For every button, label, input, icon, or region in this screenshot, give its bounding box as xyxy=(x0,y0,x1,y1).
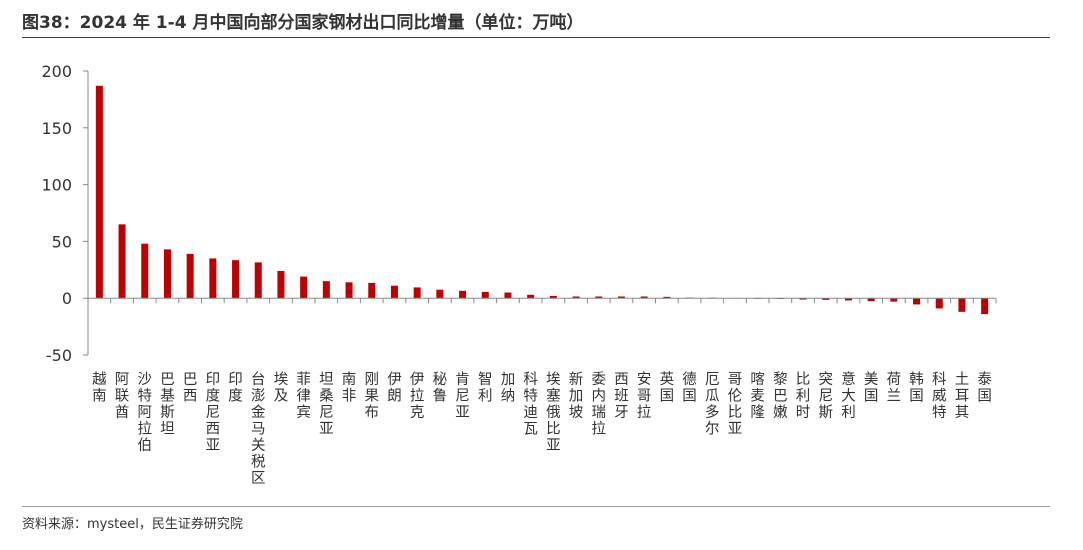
x-tick-label: 科威特 xyxy=(932,371,947,421)
bar xyxy=(867,298,875,302)
x-tick-label: 巴西 xyxy=(183,372,198,405)
bar xyxy=(436,289,444,299)
bar xyxy=(844,298,852,301)
source-note: 资料来源：mysteel，民生证券研究院 xyxy=(22,517,243,532)
x-tick-label: 西班牙 xyxy=(614,372,629,421)
bar xyxy=(163,249,171,299)
bar xyxy=(913,298,921,305)
x-tick-label: 意大利 xyxy=(841,370,856,421)
x-tick-label: 坦桑尼亚 xyxy=(319,371,334,438)
bar xyxy=(617,296,625,299)
y-tick-label: 100 xyxy=(41,176,72,195)
bars xyxy=(95,85,989,315)
x-tick-label: 泰国 xyxy=(977,371,992,405)
x-tick-label: 土耳其 xyxy=(955,371,970,421)
x-axis xyxy=(87,297,997,304)
bar xyxy=(890,298,898,302)
x-tick-label: 韩国 xyxy=(909,371,924,405)
x-tick-label: 伊拉克 xyxy=(410,371,425,421)
bar xyxy=(958,298,966,312)
x-tick-label: 美国 xyxy=(864,371,879,405)
bar xyxy=(663,296,671,299)
x-tick-label: 秘鲁 xyxy=(433,371,448,405)
y-tick-label: -50 xyxy=(46,346,72,365)
x-tick-label: 南非 xyxy=(342,371,357,405)
bar xyxy=(322,281,330,299)
x-tick-label: 越南 xyxy=(92,371,107,405)
bar xyxy=(186,253,194,299)
x-tick-label: 伊朗 xyxy=(387,371,402,405)
x-tick-label: 智利 xyxy=(478,371,493,405)
bar xyxy=(209,258,217,299)
bar xyxy=(640,296,648,299)
title-divider xyxy=(22,37,1050,38)
y-tick-label: 200 xyxy=(41,62,72,81)
bar xyxy=(459,290,467,299)
x-tick-label: 德国 xyxy=(682,371,697,405)
bar xyxy=(981,298,989,315)
figure-title: 图38：2024 年 1-4 月中国向部分国家钢材出口同比增量（单位：万吨） xyxy=(22,13,584,33)
x-tick-label: 印度尼西亚 xyxy=(206,371,221,454)
y-tick-label: 50 xyxy=(52,232,72,251)
bar xyxy=(141,243,149,299)
x-tick-labels: 越南阿联酋沙特阿拉伯巴基斯坦巴西印度尼西亚印度台澎金马关税区埃及菲律宾坦桑尼亚南… xyxy=(92,370,992,487)
x-tick-label: 菲律宾 xyxy=(296,371,311,421)
bar xyxy=(595,296,603,299)
x-tick-label: 加纳 xyxy=(501,371,516,405)
x-tick-label: 比利时 xyxy=(796,371,811,421)
y-tick-label: 150 xyxy=(41,119,72,138)
bar xyxy=(822,298,830,300)
bar xyxy=(799,298,807,300)
x-tick-label: 哥伦比亚 xyxy=(728,372,743,438)
y-axis: 200 150 100 50 0 -50 xyxy=(41,62,89,365)
bar xyxy=(118,224,126,299)
x-tick-label: 英国 xyxy=(660,370,675,405)
bar xyxy=(300,276,308,299)
x-tick-label: 喀麦隆 xyxy=(750,371,765,421)
x-tick-label: 厄瓜多尔 xyxy=(705,371,720,438)
bar xyxy=(481,291,489,299)
x-tick-label: 荷兰 xyxy=(887,371,902,405)
x-tick-label: 刚果布 xyxy=(365,371,380,421)
bar xyxy=(935,298,943,309)
x-tick-label: 安哥拉 xyxy=(637,371,652,421)
x-tick-label: 印度 xyxy=(228,371,243,405)
bar xyxy=(232,260,240,299)
x-tick-label: 突尼斯 xyxy=(819,371,834,421)
bar xyxy=(254,262,262,299)
bar xyxy=(413,287,421,299)
bar xyxy=(95,85,103,299)
bar xyxy=(504,292,512,299)
y-tick-label: 0 xyxy=(62,289,72,308)
bar xyxy=(390,285,398,299)
x-tick-label: 新加坡 xyxy=(569,371,584,421)
bar xyxy=(527,294,535,299)
bar xyxy=(345,282,353,299)
x-tick-label: 肯尼亚 xyxy=(455,371,470,421)
x-tick-label: 黎巴嫩 xyxy=(773,371,788,421)
x-tick-label: 阿联酋 xyxy=(115,371,130,421)
footer-divider xyxy=(22,506,1050,507)
bar xyxy=(549,295,557,299)
x-tick-label: 埃塞俄比亚 xyxy=(546,371,561,454)
bar xyxy=(368,282,376,299)
bar xyxy=(277,270,285,299)
x-tick-label: 埃及 xyxy=(274,371,289,405)
bar xyxy=(572,296,580,299)
x-tick-label: 沙特阿拉伯 xyxy=(138,372,153,454)
x-tick-label: 委内瑞拉 xyxy=(592,371,607,438)
x-tick-label: 台澎金马关税区 xyxy=(251,371,266,487)
x-tick-label: 巴基斯坦 xyxy=(160,372,175,438)
x-tick-label: 科特迪瓦 xyxy=(523,371,538,438)
